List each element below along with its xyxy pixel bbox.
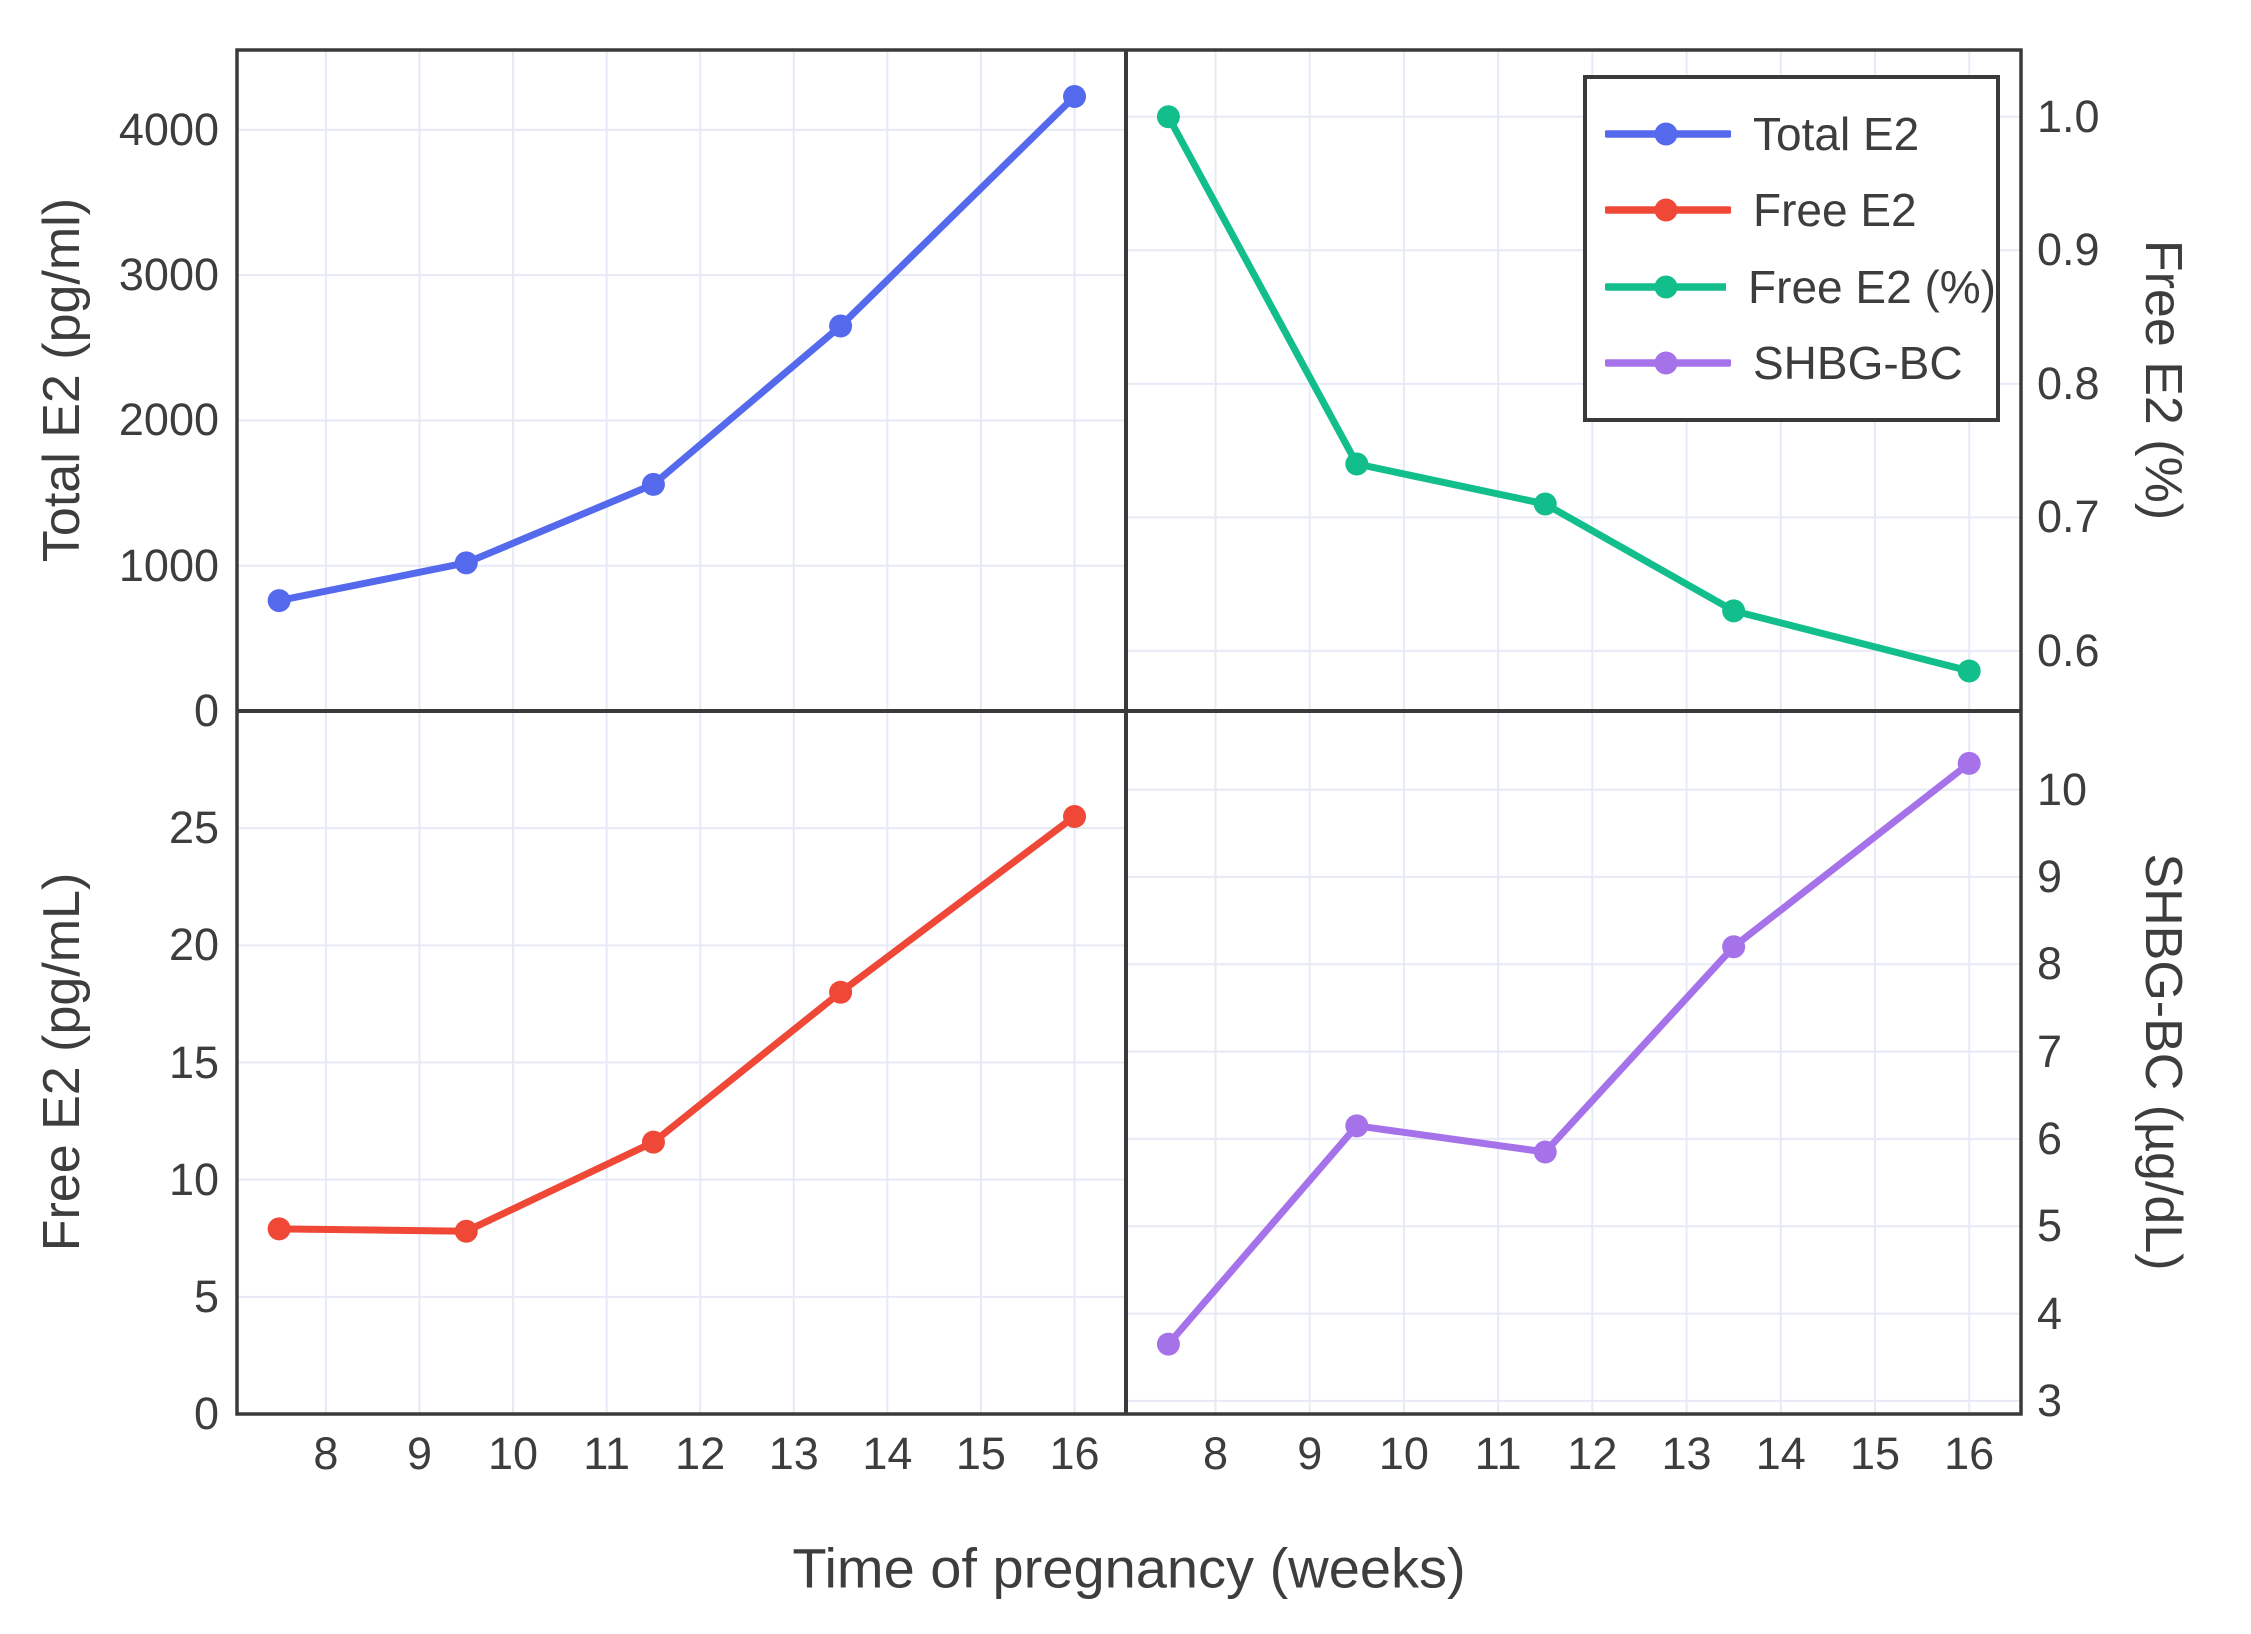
y-tick-label: 0	[193, 685, 219, 736]
y-tick-label: 10	[2037, 763, 2088, 815]
x-tick-label: 9	[1297, 1428, 1323, 1479]
x-tick-label: 11	[1474, 1428, 1522, 1479]
y-tick-label: 4000	[118, 103, 219, 155]
data-point	[829, 980, 853, 1004]
data-point	[1345, 1114, 1369, 1138]
y-tick-label: 10	[168, 1153, 219, 1205]
data-point	[1957, 751, 1981, 775]
series-line-free-e2	[275, 812, 1079, 1235]
x-tick-label: 8	[1202, 1428, 1229, 1479]
data-point	[1722, 935, 1746, 959]
legend-label: Total E2	[1753, 108, 1920, 161]
y-tick-label: 2000	[118, 394, 219, 446]
x-tick-label: 14	[862, 1428, 913, 1479]
x-tick-label: 12	[1567, 1428, 1618, 1479]
y-tick-label: 9	[2037, 850, 2063, 902]
data-point	[1533, 1140, 1557, 1164]
legend-label: SHBG-BC	[1753, 336, 1963, 389]
x-tick-label: 13	[1661, 1428, 1712, 1479]
data-point	[641, 1130, 665, 1154]
data-point	[1063, 84, 1087, 108]
y-tick-label: 0.8	[2037, 357, 2100, 409]
data-point	[1345, 452, 1369, 476]
x-tick-label: 15	[1849, 1428, 1900, 1479]
data-point	[829, 314, 853, 338]
y-tick-label: 4	[2037, 1287, 2063, 1339]
panel-bottom-right	[1126, 711, 2021, 1414]
legend: Total E2 Free E2 Free E2 (%) SHBG-BC	[1583, 75, 2000, 422]
y-tick-label: 0.7	[2037, 491, 2100, 543]
line-dot-swatch-icon	[1605, 351, 1731, 375]
legend-label: Free E2	[1753, 184, 1917, 237]
legend-item-shbg-bc: SHBG-BC	[1605, 336, 1996, 390]
data-point	[1063, 804, 1087, 828]
data-point	[1156, 1332, 1180, 1356]
y-tick-label: 0	[193, 1388, 219, 1439]
y-tick-label: 3	[2037, 1374, 2063, 1426]
x-tick-label: 9	[406, 1428, 432, 1479]
x-tick-label: 8	[313, 1428, 339, 1479]
line-dot-swatch-icon	[1605, 275, 1727, 299]
panel-top-left	[237, 50, 1126, 712]
x-tick-label: 12	[675, 1428, 726, 1479]
y-tick-label: 5	[2037, 1200, 2063, 1252]
series-line-total-e2	[275, 92, 1079, 605]
legend-item-free-e2-pct: Free E2 (%)	[1605, 260, 1996, 314]
data-point	[1156, 105, 1180, 129]
legend-label: Free E2 (%)	[1748, 260, 1996, 313]
y-tick-label: 5	[193, 1270, 219, 1322]
x-tick-label: 10	[1378, 1428, 1429, 1479]
y-tick-label: 8	[2037, 938, 2063, 990]
y-tick-label: 0.9	[2037, 224, 2100, 276]
y-tick-label: 25	[168, 802, 219, 854]
y-tick-label: 1000	[118, 539, 219, 591]
y-tick-label: 3000	[118, 249, 219, 301]
y-tick-label: 15	[168, 1036, 219, 1088]
data-point	[641, 472, 665, 496]
data-point	[267, 1217, 291, 1241]
data-point	[1533, 492, 1557, 516]
panel-bottom-left	[237, 711, 1126, 1415]
x-axis-title: Time of pregnancy (weeks)	[792, 1536, 1466, 1600]
y-tick-label: 6	[2037, 1112, 2063, 1164]
figure-border	[235, 48, 2023, 1416]
y-tick-label: 0.6	[2037, 624, 2100, 676]
legend-item-free-e2: Free E2	[1605, 183, 1996, 237]
x-tick-label: 15	[955, 1428, 1006, 1479]
data-point	[267, 589, 291, 613]
legend-item-total-e2: Total E2	[1605, 107, 1996, 161]
line-dot-swatch-icon	[1605, 122, 1731, 146]
y-tick-label: 1.0	[2037, 90, 2100, 142]
x-tick-label: 14	[1755, 1428, 1806, 1479]
data-point	[1957, 659, 1981, 683]
x-tick-label: 16	[1944, 1428, 1995, 1479]
data-point	[1722, 599, 1746, 623]
data-point	[454, 1219, 478, 1243]
y-tick-label: 7	[2037, 1025, 2063, 1077]
x-tick-label: 10	[488, 1428, 539, 1479]
x-tick-label: 16	[1049, 1428, 1100, 1479]
x-tick-label: 13	[768, 1428, 819, 1479]
y-tick-label: 20	[168, 919, 219, 971]
series-line-shbg-bc	[1164, 759, 1973, 1348]
x-tick-label: 11	[583, 1428, 630, 1479]
data-point	[454, 551, 478, 575]
line-dot-swatch-icon	[1605, 198, 1731, 222]
